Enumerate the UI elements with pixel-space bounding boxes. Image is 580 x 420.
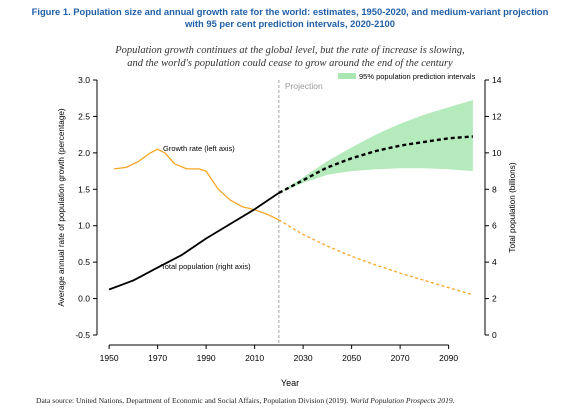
data-source-text: Data source: United Nations, Department … bbox=[36, 396, 351, 405]
total-population-projection-line bbox=[278, 135, 473, 194]
y-right-axis-title: Total population (billions) bbox=[508, 162, 517, 252]
y-left-tick-label: 0.5 bbox=[78, 257, 90, 267]
y-right-tick-label: 10 bbox=[492, 148, 502, 158]
figure-subtitle-line2: and the world's population could cease t… bbox=[127, 58, 453, 69]
y-right-tick-label: 4 bbox=[492, 257, 497, 267]
y-right-tick-label: 6 bbox=[492, 221, 497, 231]
y-left-tick-label: 1.5 bbox=[78, 184, 90, 194]
y-left-tick-label: 3.0 bbox=[78, 75, 90, 85]
y-right-tick-label: 0 bbox=[492, 330, 497, 340]
figure-subtitle: Population growth continues at the globa… bbox=[0, 44, 580, 70]
projection-label: Projection bbox=[285, 81, 323, 91]
interval-layer bbox=[278, 100, 473, 193]
x-tick-label: 1950 bbox=[100, 353, 119, 363]
x-tick-label: 2070 bbox=[391, 353, 410, 363]
projection-layer: Projection bbox=[278, 80, 323, 345]
legend-label: 95% population prediction intervals bbox=[359, 72, 476, 81]
figure-title-line2: with 95 per cent prediction intervals, 2… bbox=[185, 18, 395, 29]
x-tick-label: 2010 bbox=[245, 353, 264, 363]
y-left-tick-label: 0.0 bbox=[78, 294, 90, 304]
growth-rate-line bbox=[113, 148, 280, 221]
x-tick-label: 1990 bbox=[197, 353, 216, 363]
x-tick-label: 2090 bbox=[439, 353, 458, 363]
axes-layer: -0.5 0.0 0.5 1.0 1.5 2.0 2.5 3.0 0 2 4 6 8 10 12 14 1950… bbox=[57, 75, 517, 388]
y-left-tick-label: 2.0 bbox=[78, 148, 90, 158]
x-tick-label: 2030 bbox=[294, 353, 313, 363]
total-population-line bbox=[108, 192, 280, 291]
y-right-tick-label: 14 bbox=[492, 75, 502, 85]
x-tick-label: 2050 bbox=[342, 353, 361, 363]
series-layer bbox=[108, 135, 474, 296]
annotation-layer: Growth rate (left axis) Total population … bbox=[161, 72, 476, 271]
y-left-tick-label: -0.5 bbox=[75, 330, 90, 340]
y-left-tick-label: 1.0 bbox=[78, 221, 90, 231]
figure-title: Figure 1. Population size and annual gro… bbox=[0, 6, 580, 30]
x-axis-title: Year bbox=[281, 378, 299, 388]
data-source-publication: World Population Prospects 2019. bbox=[350, 396, 455, 405]
legend-swatch bbox=[338, 73, 356, 79]
y-right-tick-label: 2 bbox=[492, 294, 497, 304]
figure-title-line1: Figure 1. Population size and annual gro… bbox=[31, 6, 549, 17]
growth-rate-annotation: Growth rate (left axis) bbox=[163, 144, 235, 153]
prediction-interval-band bbox=[278, 100, 473, 193]
y-left-axis-title: Average annual rate of population growth… bbox=[57, 108, 66, 307]
y-left-tick-label: 2.5 bbox=[78, 111, 90, 121]
data-source-note: Data source: United Nations, Department … bbox=[36, 396, 576, 405]
x-tick-label: 1970 bbox=[148, 353, 167, 363]
total-population-annotation: Total population (right axis) bbox=[161, 262, 251, 271]
y-right-tick-label: 12 bbox=[492, 111, 502, 121]
growth-rate-projection-line bbox=[278, 219, 474, 296]
figure-subtitle-line1: Population growth continues at the globa… bbox=[115, 45, 465, 56]
y-right-tick-label: 8 bbox=[492, 184, 497, 194]
